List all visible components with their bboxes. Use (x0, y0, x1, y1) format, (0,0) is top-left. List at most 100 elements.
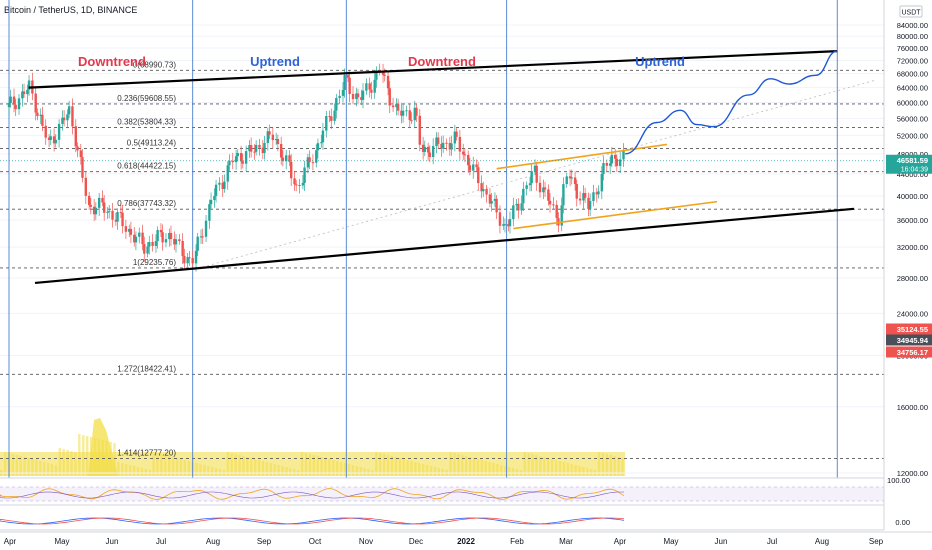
candle-body (138, 232, 141, 237)
volume-bar (324, 458, 327, 476)
candle-body (143, 244, 146, 254)
candle-body (223, 181, 226, 189)
candle-body (533, 165, 537, 172)
oscillator-panes (0, 477, 884, 531)
candle-body (22, 91, 26, 95)
candle-body (515, 203, 518, 206)
candle-body (431, 146, 435, 157)
candle-body (360, 97, 363, 100)
volume-bar (19, 456, 22, 476)
volume-bar (437, 468, 440, 476)
candle-body (348, 77, 351, 94)
candle-body (261, 147, 265, 153)
candle-body (124, 226, 128, 232)
volume-bar (207, 466, 210, 476)
candle-body (543, 187, 547, 190)
candle-body (92, 206, 96, 215)
candle-body (102, 202, 106, 213)
candle-body (468, 165, 472, 171)
candle-body (388, 88, 391, 106)
volume-bar (339, 462, 343, 476)
volume-bar (121, 463, 124, 476)
candle-body (495, 198, 498, 213)
price-tick-label: 60000.00 (897, 98, 928, 107)
volume-bar (433, 467, 437, 476)
time-tick-label: Apr (614, 537, 627, 546)
price-tag (886, 154, 932, 174)
volume-bar (273, 464, 276, 476)
candle-body (386, 75, 390, 89)
price-tick-label: 16000.00 (897, 403, 928, 412)
candle-body (462, 151, 465, 155)
candle-body (570, 177, 573, 179)
candle-body (74, 126, 77, 147)
volume-bar (257, 460, 261, 476)
candle-body (608, 163, 612, 166)
candle-body (441, 142, 445, 149)
candle-body (560, 205, 563, 226)
volume-bar (496, 464, 499, 476)
volume-bar (621, 458, 624, 476)
volume-bar (304, 453, 308, 476)
candle-body (520, 203, 523, 211)
candle-body (517, 203, 520, 211)
fib-label: 0.236(59608.55) (117, 94, 176, 103)
candle-body (9, 96, 12, 104)
candle-body (266, 131, 270, 143)
candle-body (199, 236, 203, 238)
candle-body (161, 232, 164, 243)
volume-bar (156, 453, 159, 476)
volume-bar (31, 459, 34, 476)
candle-body (335, 97, 338, 111)
price-tick-label: 64000.00 (897, 84, 928, 93)
volume-bar (265, 462, 269, 476)
time-tick-label: Feb (510, 537, 524, 546)
candle-body (440, 143, 443, 149)
volume-bar (609, 455, 612, 476)
volume-bar (246, 457, 249, 476)
price-tick-label: 52000.00 (897, 131, 928, 140)
trend-label: Uptrend (250, 54, 300, 69)
macd-signal (0, 517, 625, 525)
volume-bar (605, 454, 609, 476)
candle-body (507, 224, 510, 227)
volume-bar (484, 461, 487, 476)
candle-body (618, 159, 622, 167)
candle-body (94, 207, 98, 215)
candle-body (128, 228, 131, 232)
volume-bar (281, 466, 284, 476)
candle-body (254, 144, 258, 152)
candle-body (381, 71, 385, 75)
volume-bar (254, 459, 257, 476)
price-tag-value: 34945.94 (897, 336, 929, 345)
volume-bar (406, 460, 409, 476)
candle-body (368, 83, 371, 90)
candle-body (234, 156, 238, 163)
fib-label: 1.414(12777.20) (117, 449, 176, 458)
price-tick-label: 28000.00 (897, 274, 928, 283)
price-tick-label: 32000.00 (897, 243, 928, 252)
candle-body (159, 229, 163, 233)
time-tick-label: Aug (206, 537, 220, 546)
candle-body (89, 204, 93, 207)
candle-body (450, 143, 453, 150)
volume-bar (136, 467, 140, 476)
candle-body (528, 183, 532, 186)
volume-bar (535, 455, 538, 476)
candle-body (34, 93, 37, 113)
candle-body (320, 142, 323, 144)
candle-body (351, 93, 355, 100)
volume-bar (539, 456, 542, 476)
candle-body (338, 95, 341, 98)
price-tick-label: 44000.00 (897, 170, 928, 179)
volume-bar (171, 457, 175, 476)
volume-spike (88, 418, 118, 476)
volume-bar (238, 455, 241, 476)
candle-body (244, 151, 248, 164)
volume-bar (175, 458, 179, 476)
volume-bar (269, 463, 272, 476)
candle-body (62, 117, 66, 121)
candle-body (263, 142, 266, 153)
price-tag (886, 334, 932, 346)
